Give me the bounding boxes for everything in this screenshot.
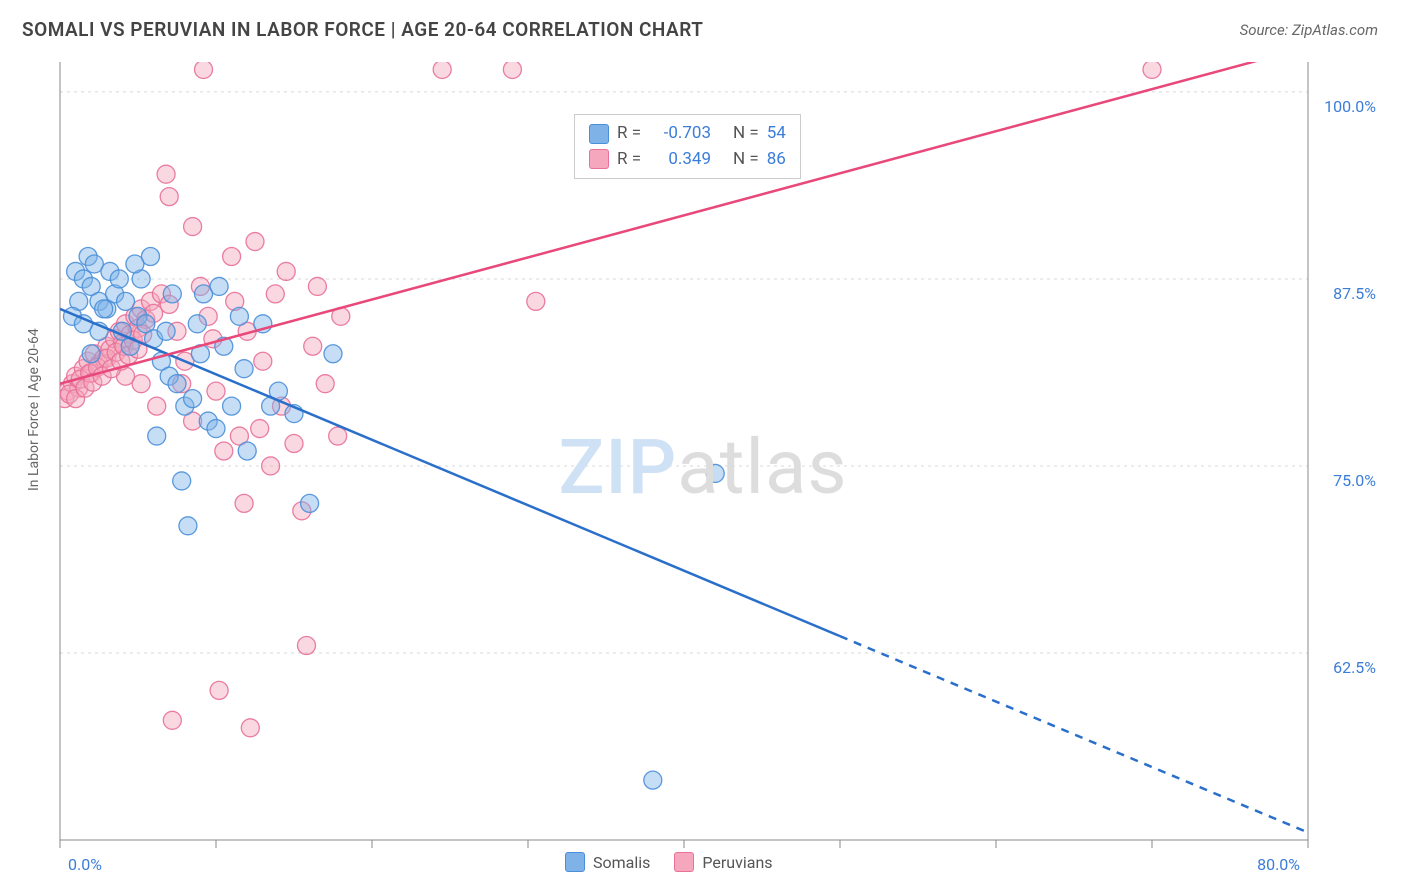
chart-container: 62.5% 75.0% 87.5% 100.0% 0.0% 80.0% In Labor F… — [18, 52, 1388, 882]
legend-item: Peruvians — [674, 852, 772, 872]
svg-text:62.5%: 62.5% — [1333, 658, 1376, 677]
series-legend: Somalis Peruvians — [565, 852, 773, 872]
svg-text:75.0%: 75.0% — [1333, 471, 1376, 490]
chart-source: Source: ZipAtlas.com — [1240, 21, 1378, 39]
svg-text:87.5%: 87.5% — [1333, 284, 1376, 303]
legend-label: Somalis — [593, 853, 650, 872]
legend-swatch — [565, 852, 585, 872]
stats-swatch — [589, 149, 609, 169]
svg-text:In Labor Force | Age 20-64: In Labor Force | Age 20-64 — [26, 328, 42, 491]
stats-row: R =0.349N =86 — [589, 147, 786, 173]
stats-swatch — [589, 124, 609, 144]
legend-label: Peruvians — [702, 853, 772, 872]
svg-text:100.0%: 100.0% — [1324, 97, 1376, 116]
svg-text:80.0%: 80.0% — [1257, 855, 1300, 874]
legend-swatch — [674, 852, 694, 872]
stats-row: R =-0.703N =54 — [589, 121, 786, 147]
legend-item: Somalis — [565, 852, 650, 872]
correlation-stats-box: R =-0.703N =54R =0.349N =86 — [574, 114, 801, 179]
chart-title: SOMALI VS PERUVIAN IN LABOR FORCE | AGE … — [22, 18, 703, 41]
svg-text:0.0%: 0.0% — [68, 855, 102, 874]
chart-header: SOMALI VS PERUVIAN IN LABOR FORCE | AGE … — [0, 0, 1406, 49]
